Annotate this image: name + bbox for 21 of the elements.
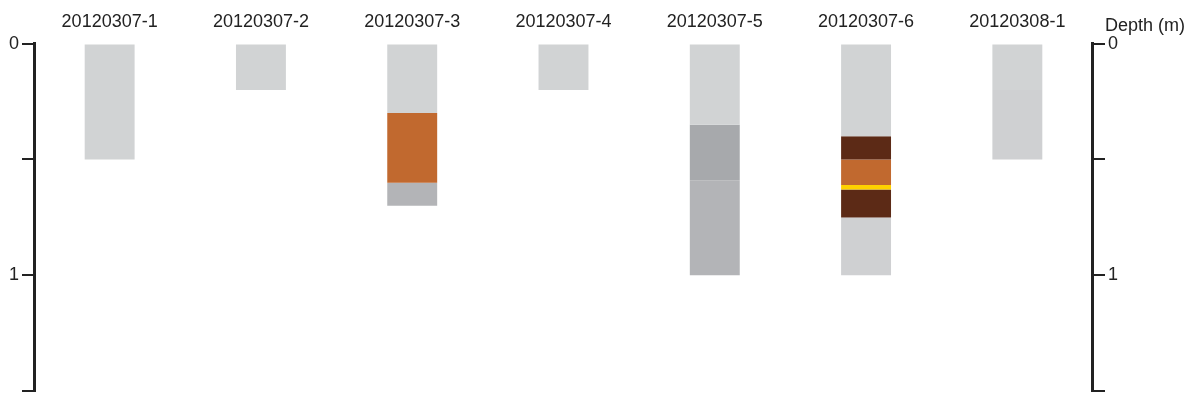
- bar: [387, 113, 438, 183]
- x-tick-label: 20120308-1: [969, 10, 1066, 31]
- bar: [841, 184, 892, 190]
- y2-axis-title: Depth (m): [1104, 14, 1185, 35]
- bar: [841, 189, 892, 218]
- x-tick-label: 20120307-1: [61, 10, 158, 31]
- y2-tick-label: 0: [1107, 32, 1118, 53]
- x-tick-label: 20120307-2: [212, 10, 309, 31]
- bar: [689, 44, 740, 125]
- bar: [387, 182, 438, 206]
- bar: [841, 44, 892, 137]
- x-tick-label: 20120307-4: [515, 10, 612, 31]
- bar: [84, 44, 135, 160]
- x-tick-label: 20120307-3: [364, 10, 461, 31]
- y2-tick-label: 1: [1107, 264, 1118, 285]
- bar: [538, 44, 589, 90]
- x-tick-label: 20120307-5: [666, 10, 763, 31]
- bar: [235, 44, 286, 90]
- bar: [387, 44, 438, 114]
- x-tick-label: 20120307-6: [818, 10, 915, 31]
- bar: [841, 217, 892, 276]
